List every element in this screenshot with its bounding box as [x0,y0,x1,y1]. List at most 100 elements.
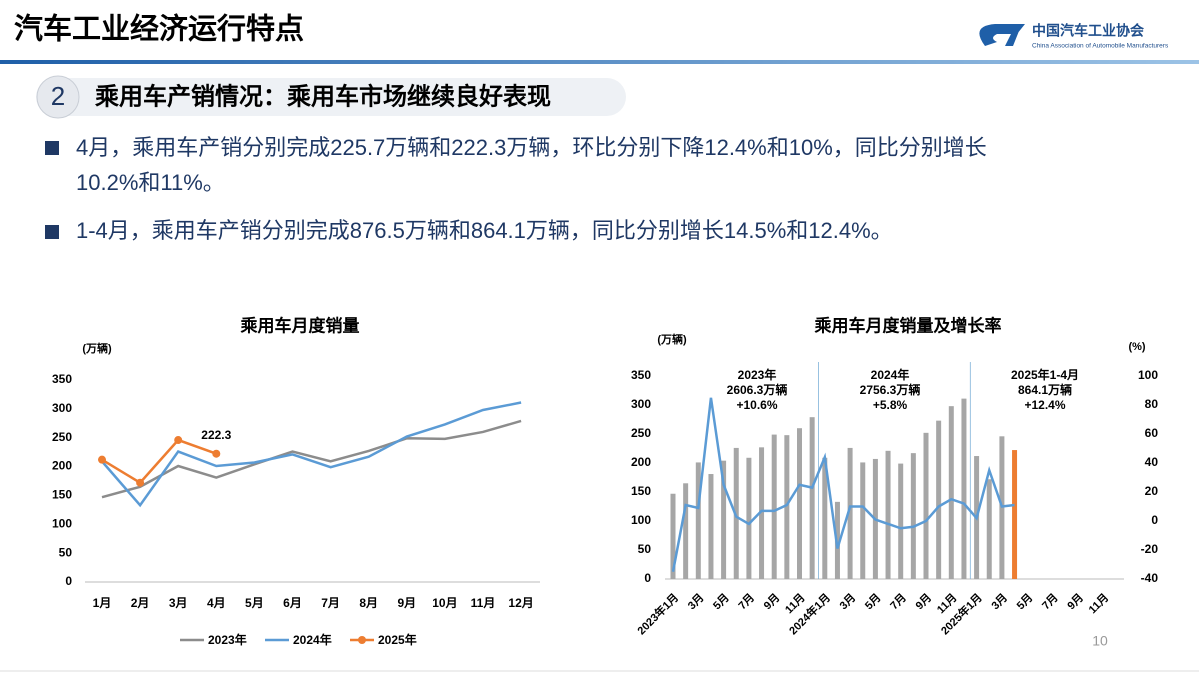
legend-label: 2025年 [378,632,417,647]
x-tick-label: 5月 [245,596,264,610]
data-label: 222.3 [201,428,231,442]
x-tick-label: 5月 [710,591,731,612]
annotation: 2756.3万辆 [860,382,921,397]
annotation: +10.6% [736,398,777,412]
bar [910,453,916,579]
annotation: 864.1万辆 [1018,382,1072,397]
marker [212,449,221,458]
y-tick-label: 250 [631,426,651,440]
x-tick-label: 10月 [432,596,457,610]
bar [948,406,954,579]
logo-cn: 中国汽车工业协会 [1032,23,1145,39]
annotation: 2023年 [738,367,777,382]
bar [885,450,891,579]
legend-label: 2024年 [293,632,332,647]
x-tick-label: 9月 [913,591,934,612]
x-tick-label: 3月 [685,591,706,612]
y-tick-label: 100 [52,516,72,530]
chart-title: 乘用车月度销量及增长率 [814,315,1002,335]
bar [809,417,815,579]
y2-tick-label: 0 [1151,513,1158,527]
page-number: 10 [1092,633,1108,649]
x-tick-label: 7月 [321,596,340,610]
bar [670,493,676,579]
bar [986,479,992,579]
legend-label: 2023年 [208,632,247,647]
y-tick-label: 150 [52,488,72,502]
y-tick-label: 250 [52,430,72,444]
y-axis-label: (万辆) [82,341,112,355]
chart-title: 乘用车月度销量 [240,315,360,335]
x-tick-label: 6月 [283,596,302,610]
line [101,401,522,508]
y2-tick-label: 20 [1145,484,1159,498]
line [101,419,522,499]
legend-marker [358,636,366,644]
y2-tick-label: -40 [1141,571,1159,585]
section-number: 2 [51,81,65,111]
x-tick-label: 2023年1月 [634,590,681,637]
x-tick-label: 9月 [761,591,782,612]
y-tick-label: 200 [52,459,72,473]
marker [174,436,183,445]
annotation: +5.8% [873,398,908,412]
line [101,438,217,485]
x-tick-label: 3月 [169,596,188,610]
y-tick-label: 0 [65,574,72,588]
y-tick-label: 150 [631,484,651,498]
bar [721,460,727,579]
bar [822,457,828,579]
bar [847,447,853,579]
logo-mark [979,24,1025,46]
logo-en: China Association of Automobile Manufact… [1032,43,1169,50]
y-tick-label: 300 [631,397,651,411]
x-tick-label: 9月 [1065,591,1086,612]
section-badge [36,75,80,119]
x-tick-label: 5月 [862,591,883,612]
bullet-text: 4月，乘用车产销分别完成225.7万辆和222.3万辆，环比分别下降12.4%和… [76,135,987,160]
annotation: +12.4% [1024,398,1065,412]
bar [898,463,904,579]
x-tick-label: 5月 [1014,591,1035,612]
y-tick-label: 300 [52,401,72,415]
y-tick-label: 200 [631,455,651,469]
y2-tick-label: 100 [1138,368,1158,382]
x-tick-label: 7月 [1039,591,1060,612]
bar [797,428,802,579]
y2-tick-label: 60 [1145,426,1159,440]
bar [923,432,929,579]
section-band [36,78,626,116]
bar [1012,450,1018,579]
y2-tick-label: 80 [1145,397,1159,411]
bar [936,420,942,579]
bar [961,398,967,579]
bar [860,462,866,579]
line [671,397,1015,572]
x-tick-label: 1月 [93,596,112,610]
y-tick-label: 100 [631,513,651,527]
bullet-square [45,141,59,155]
x-tick-label: 3月 [989,591,1010,612]
x-tick-label: 11月 [1086,591,1111,616]
y-tick-label: 350 [631,368,651,382]
bar [759,447,765,579]
marker [136,478,145,487]
bar [771,434,777,579]
x-tick-label: 7月 [736,591,757,612]
y2-axis-label: (%) [1128,341,1145,353]
x-tick-label: 7月 [888,591,909,612]
x-tick-label: 11月 [471,596,496,610]
section-title: 乘用车产销情况：乘用车市场继续良好表现 [94,82,551,110]
header-title: 汽车工业经济运行特点 [14,12,304,46]
y-tick-label: 350 [52,372,72,386]
bar [683,483,689,579]
bar [695,462,701,579]
x-tick-label: 9月 [397,596,416,610]
y2-tick-label: 40 [1145,455,1159,469]
y-tick-label: 0 [644,571,651,585]
marker [98,455,106,464]
bar [746,457,752,579]
bullet-text: 1-4月，乘用车产销分别完成876.5万辆和864.1万辆，同比分别增长14.5… [76,218,893,243]
